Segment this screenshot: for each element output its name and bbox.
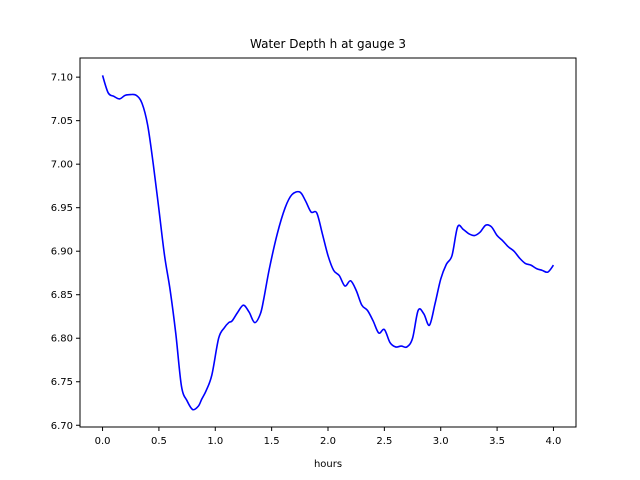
y-axis: 6.70 6.75 6.80 6.85 6.90 6.95 7.00 7.05 7.10 [51,73,80,432]
y-tick-label: 6.85 [51,290,73,301]
y-tick-label: 7.05 [51,116,73,127]
chart-title: Water Depth h at gauge 3 [250,37,406,51]
y-tick-label: 7.10 [51,73,73,84]
x-tick-label: 3.0 [433,436,449,447]
axes-frame [79,57,577,428]
x-tick-label: 2.5 [376,436,392,447]
y-tick-label: 6.70 [51,421,73,432]
x-tick-label: 0.5 [151,436,167,447]
x-tick-label: 3.5 [489,436,505,447]
y-tick-label: 6.80 [51,334,73,345]
y-tick-label: 6.90 [51,247,73,258]
series-line-0 [101,75,555,411]
y-tick-label: 7.00 [51,160,73,171]
x-tick-label: 0.0 [95,436,111,447]
x-tick-label: 1.5 [264,436,280,447]
x-axis-label: hours [314,459,342,470]
x-tick-label: 2.0 [320,436,336,447]
y-tick-label: 6.75 [51,377,73,388]
y-tick-label: 6.95 [51,203,73,214]
x-axis: 0.0 0.5 1.0 1.5 2.0 2.5 3.0 3.5 4.0 [95,427,562,447]
x-tick-label: 1.0 [207,436,223,447]
plot-area [101,75,555,411]
x-tick-label: 4.0 [546,436,562,447]
